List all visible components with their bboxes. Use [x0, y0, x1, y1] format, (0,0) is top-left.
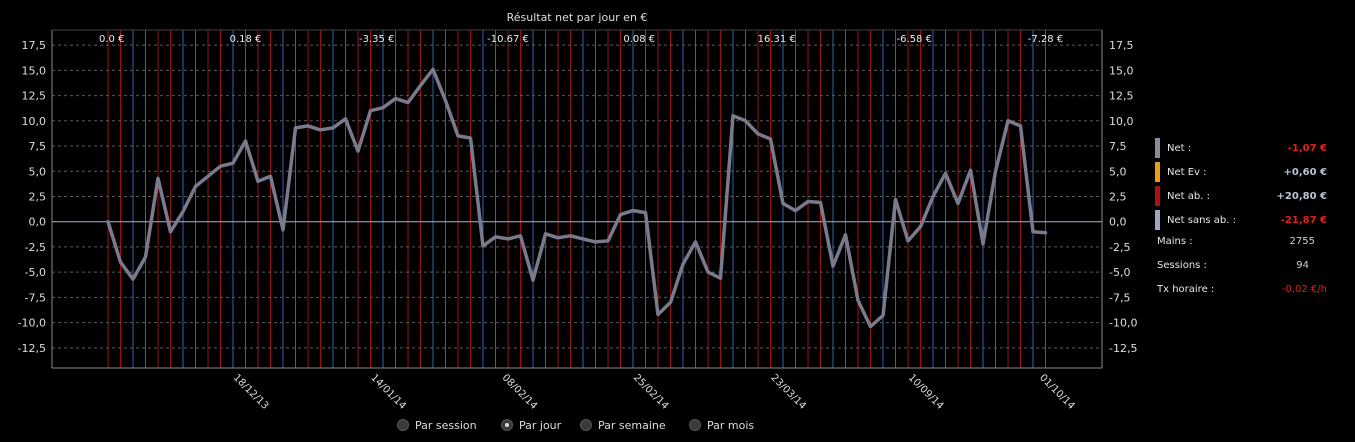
- x-tick-label: 01/10/14: [1037, 372, 1077, 412]
- y-tick-label: -5,0: [1109, 266, 1130, 279]
- legend-netab-value: +20,80 €: [1276, 191, 1327, 202]
- y-tick-label: 17,5: [22, 39, 47, 52]
- stat-tx: Tx horaire : -0,02 €/h: [1155, 282, 1335, 306]
- radio-par-session-label: Par session: [415, 419, 477, 432]
- y-tick-label: 2,5: [29, 190, 47, 203]
- x-tick-label: 25/02/14: [631, 372, 671, 412]
- netev-swatch: [1155, 162, 1160, 182]
- y-tick-label: 15,0: [1109, 64, 1134, 77]
- radio-par-jour-label: Par jour: [519, 419, 562, 432]
- x-tick-label: 10/09/14: [906, 372, 946, 412]
- y-tick-label: 15,0: [22, 64, 47, 77]
- legend-netev[interactable]: Net Ev : +0,60 €: [1155, 162, 1335, 186]
- stat-tx-value: -0,02 €/h: [1281, 284, 1327, 295]
- segment-total-label: -10.67 €: [487, 34, 529, 45]
- y-tick-label: -5,0: [25, 266, 46, 279]
- stat-mains-value: 2755: [1289, 236, 1315, 247]
- y-tick-label: 12,5: [1109, 90, 1134, 103]
- y-tick-label: 0,0: [1109, 216, 1127, 229]
- y-tick-label: -2,5: [25, 241, 46, 254]
- netsans-swatch: [1155, 210, 1160, 230]
- legend-netab[interactable]: Net ab. : +20,80 €: [1155, 186, 1335, 210]
- radio-par-mois[interactable]: Par mois: [689, 419, 754, 432]
- radio-dot-icon: [397, 419, 409, 431]
- y-tick-label: 0,0: [29, 216, 47, 229]
- chart-title: Résultat net par jour en €: [506, 11, 648, 24]
- y-tick-label: -10,0: [18, 317, 46, 330]
- stat-tx-label: Tx horaire :: [1157, 284, 1215, 295]
- y-tick-label: 7,5: [1109, 140, 1127, 153]
- y-axis-left-labels: 17,5 15,0 12,5 10,0 7,5 5,0 2,5 0,0 -2,5 -5,0 -7,5…: [18, 39, 46, 355]
- y-axis-right-labels: 17,5 15,0 12,5 10,0 7,5 5,0 2,5 0,0 -2,5 -5,0 -7,5…: [1109, 39, 1137, 355]
- segment-total-label: -6.58 €: [897, 34, 932, 45]
- x-tick-label: 14/01/14: [368, 372, 408, 412]
- radio-par-mois-label: Par mois: [707, 419, 755, 432]
- grid-lines: [52, 44, 1102, 349]
- legend-net-value: -1,07 €: [1287, 143, 1327, 154]
- stat-sessions: Sessions : 94: [1155, 258, 1335, 282]
- stat-mains-label: Mains :: [1157, 236, 1193, 247]
- stat-sessions-value: 94: [1296, 260, 1309, 271]
- radio-dot-icon: [689, 419, 701, 431]
- segment-total-label: 0.18 €: [230, 34, 262, 45]
- legend-netev-value: +0,60 €: [1283, 167, 1328, 178]
- y-tick-label: 17,5: [1109, 39, 1134, 52]
- segment-total-label: -3.35 €: [359, 34, 394, 45]
- legend: Net : -1,07 € Net Ev : +0,60 € Net ab. :…: [1155, 138, 1335, 306]
- radio-dot-selected-icon: [501, 419, 513, 431]
- axes: [51, 29, 1103, 369]
- legend-netsans-label: Net sans ab. :: [1167, 215, 1236, 226]
- x-axis-labels: 18/12/13 14/01/14 08/02/14 25/02/14 23/03/14…: [231, 372, 1077, 412]
- y-tick-label: 10,0: [1109, 115, 1134, 128]
- y-tick-label: -7,5: [1109, 291, 1130, 304]
- legend-netab-label: Net ab. :: [1167, 191, 1210, 202]
- y-tick-label: 7,5: [29, 140, 47, 153]
- y-tick-label: 12,5: [22, 90, 47, 103]
- y-tick-label: 5,0: [1109, 165, 1127, 178]
- series: [106, 67, 1048, 329]
- legend-netsans-value: -21,87 €: [1280, 215, 1327, 226]
- radio-dot-icon: [580, 419, 592, 431]
- segment-total-label: 16.31 €: [758, 34, 796, 45]
- x-tick-label: 23/03/14: [768, 372, 808, 412]
- stat-mains: Mains : 2755: [1155, 234, 1335, 258]
- segment-total-label: 0.0 €: [99, 34, 124, 45]
- segment-total-label: -7.28 €: [1028, 34, 1063, 45]
- radio-par-jour[interactable]: Par jour: [501, 419, 561, 432]
- legend-net[interactable]: Net : -1,07 €: [1155, 138, 1335, 162]
- x-tick-label: 18/12/13: [231, 372, 271, 412]
- segment-totals: 0.0 € 0.18 € -3.35 € -10.67 € 0.08 € 16.31 € -…: [99, 34, 1063, 45]
- legend-netev-label: Net Ev :: [1167, 167, 1207, 178]
- radio-par-semaine[interactable]: Par semaine: [580, 419, 666, 432]
- legend-netsans[interactable]: Net sans ab. : -21,87 €: [1155, 210, 1335, 234]
- segment-total-label: 0.08 €: [623, 34, 655, 45]
- session-separators: [107, 30, 1046, 368]
- y-tick-label: -10,0: [1109, 317, 1137, 330]
- radio-par-session[interactable]: Par session: [397, 419, 477, 432]
- y-tick-label: -12,5: [1109, 342, 1137, 355]
- y-tick-label: -12,5: [18, 342, 46, 355]
- y-tick-label: -7,5: [25, 291, 46, 304]
- x-tick-label: 08/02/14: [500, 372, 540, 412]
- legend-net-label: Net :: [1167, 143, 1192, 154]
- y-tick-label: 10,0: [22, 115, 47, 128]
- y-tick-label: 2,5: [1109, 190, 1127, 203]
- net-swatch: [1155, 138, 1160, 158]
- net-line: [106, 67, 1048, 329]
- radio-par-semaine-label: Par semaine: [598, 419, 666, 432]
- y-tick-label: -2,5: [1109, 241, 1130, 254]
- netab-swatch: [1155, 186, 1160, 206]
- y-tick-label: 5,0: [29, 165, 47, 178]
- stat-sessions-label: Sessions :: [1157, 260, 1207, 271]
